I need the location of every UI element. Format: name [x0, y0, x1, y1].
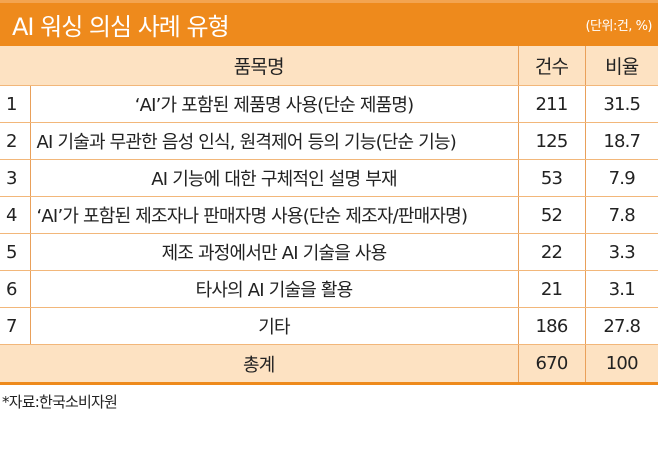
item-name: 타사의 AI 기술을 활용 [29, 270, 519, 308]
row-number: 5 [0, 233, 30, 271]
item-ratio: 27.8 [584, 307, 658, 345]
data-table: 품목명 건수 비율 1 ‘AI’가 포함된 제품명 사용(단순 제품명) 211 31… [0, 46, 658, 385]
total-row: 총계 670 100 [0, 344, 658, 385]
item-ratio: 3.3 [584, 233, 658, 271]
item-count: 52 [517, 196, 586, 234]
row-number: 4 [0, 196, 30, 234]
table-row: 3 AI 기능에 대한 구체적인 설명 부재 53 7.9 [0, 159, 658, 197]
row-number: 7 [0, 307, 30, 345]
table-title: AI 워싱 의심 사례 유형 [12, 13, 230, 41]
item-ratio: 7.8 [584, 196, 658, 234]
row-number: 1 [0, 85, 30, 123]
item-name: ‘AI’가 포함된 제조자나 판매자명 사용(단순 제조자/판매자명) [29, 196, 519, 234]
item-count: 21 [517, 270, 586, 308]
item-ratio: 7.9 [584, 159, 658, 197]
item-count: 186 [517, 307, 586, 345]
table-row: 5 제조 과정에서만 AI 기술을 사용 22 3.3 [0, 233, 658, 271]
table-row: 4 ‘AI’가 포함된 제조자나 판매자명 사용(단순 제조자/판매자명) 52 7.… [0, 196, 658, 234]
header-count: 건수 [517, 46, 586, 86]
table-row: 7 기타 186 27.8 [0, 307, 658, 345]
total-label: 총계 [0, 344, 519, 385]
item-ratio: 3.1 [584, 270, 658, 308]
unit-label: (단위:건, %) [585, 19, 652, 34]
item-count: 125 [517, 122, 586, 160]
item-count: 53 [517, 159, 586, 197]
table-row: 2 AI 기술과 무관한 음성 인식, 원격제어 등의 기능(단순 기능) 125 1… [0, 122, 658, 160]
item-ratio: 31.5 [584, 85, 658, 123]
total-count: 670 [517, 344, 586, 385]
item-name: 기타 [29, 307, 519, 345]
header-name: 품목명 [0, 46, 519, 86]
table-row: 1 ‘AI’가 포함된 제품명 사용(단순 제품명) 211 31.5 [0, 85, 658, 123]
header-row: 품목명 건수 비율 [0, 46, 658, 86]
item-name: ‘AI’가 포함된 제품명 사용(단순 제품명) [29, 85, 519, 123]
item-name: AI 기술과 무관한 음성 인식, 원격제어 등의 기능(단순 기능) [29, 122, 519, 160]
item-count: 211 [517, 85, 586, 123]
row-number: 2 [0, 122, 30, 160]
total-ratio: 100 [584, 344, 658, 385]
title-bar: AI 워싱 의심 사례 유형 (단위:건, %) [0, 0, 658, 46]
item-name: AI 기능에 대한 구체적인 설명 부재 [29, 159, 519, 197]
table-row: 6 타사의 AI 기술을 활용 21 3.1 [0, 270, 658, 308]
item-ratio: 18.7 [584, 122, 658, 160]
row-number: 3 [0, 159, 30, 197]
item-name: 제조 과정에서만 AI 기술을 사용 [29, 233, 519, 271]
source-note: *자료:한국소비자원 [2, 393, 118, 411]
item-count: 22 [517, 233, 586, 271]
row-number: 6 [0, 270, 30, 308]
header-ratio: 비율 [584, 46, 658, 86]
